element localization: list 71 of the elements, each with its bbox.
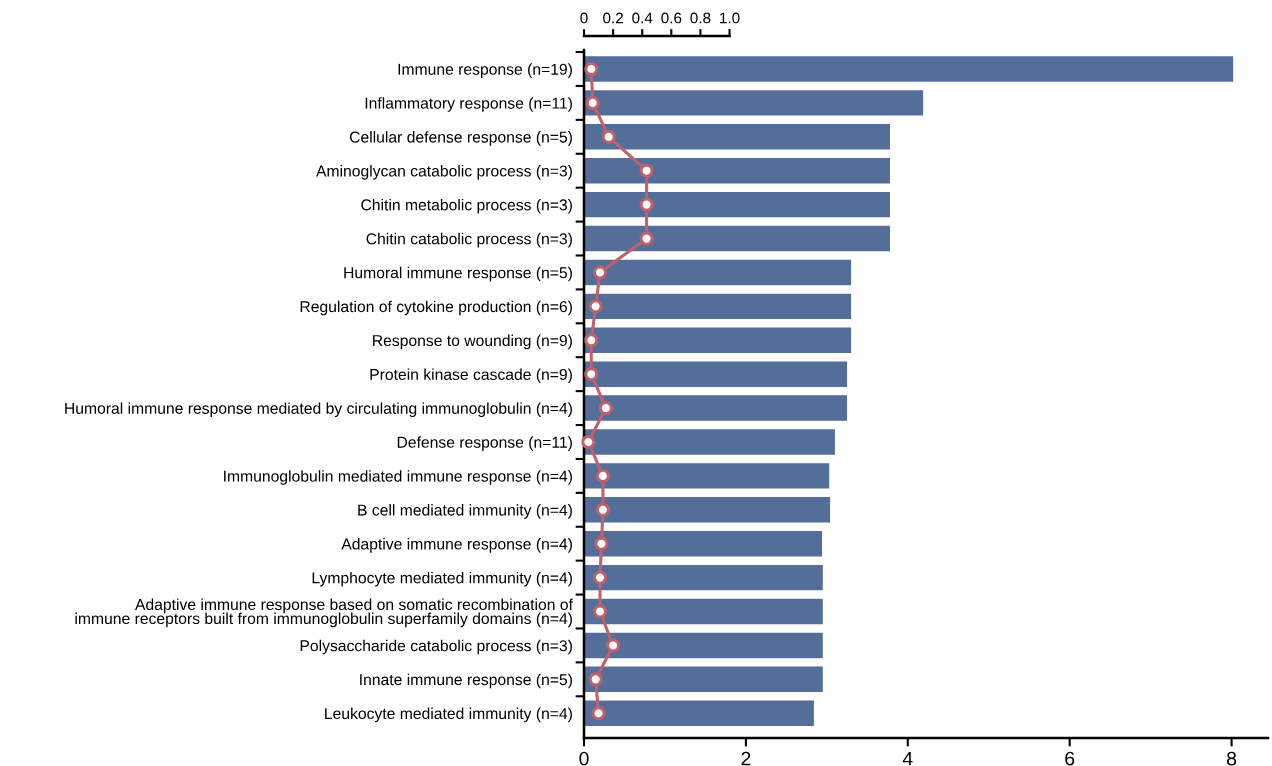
- bar: [584, 293, 852, 320]
- y-tick-label: Lymphocyte mediated immunity (n=4): [312, 571, 572, 587]
- y-tick-label: Innate immune response (n=5): [360, 673, 572, 689]
- bar: [584, 259, 852, 286]
- point: [601, 129, 616, 144]
- y-tick-label: Response to wounding (n=9): [373, 334, 572, 350]
- point: [606, 638, 621, 653]
- bar: [584, 497, 831, 523]
- point: [595, 502, 610, 517]
- bar: [584, 598, 823, 625]
- y-tick-label: Adaptive immune response (n=4): [341, 538, 572, 553]
- bar: [584, 191, 890, 218]
- point: [639, 231, 654, 246]
- bar: [584, 158, 890, 184]
- bar: [584, 90, 924, 116]
- y-tick-label: Immune response (n=19): [398, 63, 572, 78]
- bar: [584, 632, 823, 659]
- point: [581, 434, 596, 450]
- bar: [584, 56, 1234, 82]
- point: [584, 333, 599, 348]
- x-tick-label: 8: [1227, 751, 1237, 766]
- y-tick-label: B cell mediated immunity (n=4): [358, 504, 572, 519]
- point: [639, 197, 654, 212]
- x2-tick-label: 0: [580, 12, 588, 24]
- bar: [584, 530, 822, 557]
- point: [639, 163, 654, 178]
- point: [591, 706, 606, 721]
- x2-tick-label: 0.6: [661, 12, 682, 24]
- bar: [584, 666, 823, 693]
- bar: [584, 395, 848, 421]
- point: [598, 400, 613, 416]
- y-tick-label: Chitin catabolic process (n=3): [366, 232, 572, 248]
- x2-tick-label: 0.8: [690, 12, 711, 24]
- point: [592, 265, 608, 280]
- x-tick-label: 4: [902, 751, 913, 766]
- y-tick-label: Aminoglycan catabolic process (n=3): [316, 165, 572, 180]
- y-tick-label: Regulation of cytokine production (n=6): [300, 300, 572, 316]
- point: [594, 536, 609, 551]
- y-tick-label: Chitin metabolic process (n=3): [361, 198, 572, 214]
- x-tick-label: 2: [741, 751, 751, 766]
- bar: [584, 124, 890, 150]
- y-tick-label: Inflammatory response (n=11): [365, 97, 572, 112]
- bar: [584, 700, 814, 726]
- y-tick-label: Humoral immune response mediated by circulating immunoglobulin (n=4): [65, 402, 572, 418]
- point: [584, 61, 599, 77]
- y-tick-label: Polysaccharide catabolic process (n=3): [300, 639, 572, 655]
- y-tick-label: Defense response (n=11): [397, 436, 572, 451]
- bar: [584, 463, 830, 489]
- y-tick-label: Cellular defense response (n=5): [349, 131, 572, 146]
- y-tick-label: Immunoglobulin mediated immune response (n=4): [224, 470, 572, 485]
- x2-tick-label: 1.0: [720, 12, 740, 24]
- bar: [584, 429, 835, 455]
- y-tick-label: Humoral immune response (n=5): [344, 266, 572, 282]
- point: [595, 468, 610, 483]
- point: [592, 604, 608, 619]
- bar: [584, 361, 848, 387]
- point: [588, 299, 603, 314]
- y-tick-label: Leukocyte mediated immunity (n=4): [325, 707, 572, 723]
- x2-tick-label: 0.2: [603, 12, 623, 24]
- bar: [584, 564, 823, 591]
- point: [592, 570, 608, 585]
- point: [585, 95, 600, 110]
- y-tick-label: Protein kinase cascade (n=9): [370, 368, 572, 384]
- x2-tick-label: 0.4: [632, 12, 653, 24]
- point: [584, 367, 599, 382]
- bar: [584, 327, 852, 353]
- bar: [584, 225, 890, 252]
- x-tick-label: 6: [1065, 751, 1075, 766]
- point: [588, 672, 603, 687]
- x-tick-label: 0: [579, 751, 589, 766]
- y-tick-label: Adaptive immune response based on somatic recombination of immune receptors built from immunoglobulin superfamily domains (n=4): [75, 598, 573, 628]
